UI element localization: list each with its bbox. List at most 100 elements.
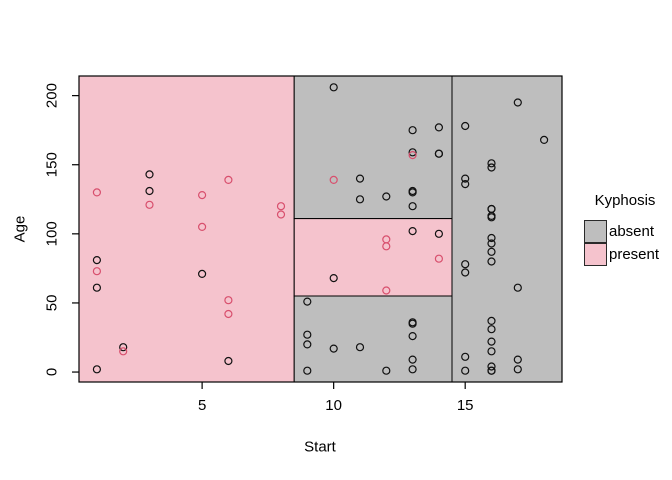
point-absent: [487, 337, 496, 346]
point-absent: [355, 174, 365, 183]
point-absent: [408, 202, 417, 211]
region-absent: [451, 75, 563, 383]
point-present: [92, 267, 102, 276]
point-absent: [92, 283, 102, 292]
point-present: [198, 191, 207, 200]
legend-label-absent: absent: [609, 223, 655, 240]
point-absent: [329, 274, 338, 283]
point-absent: [461, 180, 470, 189]
point-absent: [408, 186, 417, 196]
point-absent: [92, 256, 102, 265]
point-absent: [408, 227, 417, 236]
point-absent: [408, 355, 417, 364]
point-absent: [434, 149, 443, 158]
x-tick-label: 15: [457, 397, 474, 414]
point-absent: [487, 325, 496, 334]
x-tick-label: 10: [325, 397, 342, 414]
point-absent: [487, 204, 496, 214]
point-absent: [408, 126, 417, 135]
point-present: [224, 309, 233, 319]
y-tick-label: 200: [44, 83, 61, 108]
legend: Kyphosis absent present: [584, 192, 666, 266]
point-absent: [487, 213, 496, 222]
region-present: [78, 75, 295, 383]
point-absent: [303, 330, 312, 339]
x-tick-label: 5: [198, 397, 206, 414]
region-present: [293, 218, 453, 297]
point-absent: [513, 355, 522, 364]
y-axis-label: Age: [11, 215, 29, 243]
point-absent: [382, 366, 391, 375]
point-absent: [487, 366, 496, 375]
point-present: [408, 151, 417, 160]
point-absent: [487, 347, 496, 356]
point-present: [198, 222, 207, 231]
point-absent: [434, 123, 443, 132]
point-present: [92, 188, 102, 197]
point-absent: [513, 365, 522, 374]
point-absent: [329, 344, 338, 353]
legend-entry-absent: absent: [584, 220, 666, 243]
point-absent: [224, 356, 233, 366]
point-absent: [461, 268, 470, 277]
region-absent: [293, 295, 453, 383]
point-absent: [355, 343, 365, 352]
legend-swatch-absent: [584, 220, 607, 243]
point-absent: [408, 148, 417, 157]
point-absent: [145, 170, 154, 179]
legend-entries: absent present: [584, 220, 666, 266]
point-absent: [145, 186, 154, 196]
plot-border: [78, 75, 563, 383]
y-tick-label: 0: [44, 368, 61, 376]
point-absent: [461, 366, 470, 375]
point-absent: [329, 83, 338, 92]
point-absent: [513, 283, 522, 292]
point-present: [434, 254, 443, 263]
point-absent: [461, 260, 470, 269]
point-absent: [119, 343, 128, 352]
point-absent: [198, 269, 207, 278]
legend-title: Kyphosis: [594, 192, 656, 209]
y-tick-label: 50: [44, 295, 61, 312]
point-absent: [461, 121, 470, 131]
point-absent: [303, 366, 312, 375]
point-absent: [382, 192, 391, 201]
point-absent: [408, 318, 417, 327]
point-absent: [461, 174, 470, 183]
point-present: [224, 175, 233, 184]
point-present: [224, 296, 233, 305]
y-tick-label: 150: [44, 152, 61, 177]
point-absent: [92, 365, 102, 374]
x-axis-label: Start: [304, 438, 336, 456]
point-absent: [434, 229, 443, 238]
point-absent: [539, 135, 549, 144]
point-absent: [303, 297, 312, 306]
point-absent: [487, 233, 496, 243]
legend-label-present: present: [609, 246, 660, 263]
point-absent: [487, 239, 496, 248]
region-absent: [293, 75, 453, 220]
y-tick-label: 100: [44, 221, 61, 246]
legend-swatch-present: [584, 243, 607, 266]
point-absent: [461, 352, 470, 361]
point-absent: [408, 365, 417, 374]
point-absent: [487, 247, 496, 256]
point-present: [382, 242, 391, 251]
point-absent: [408, 332, 417, 341]
point-absent: [487, 163, 496, 172]
point-absent: [487, 257, 496, 266]
point-absent: [303, 340, 312, 349]
point-absent: [487, 362, 496, 371]
point-absent: [513, 98, 522, 107]
point-present: [382, 286, 391, 295]
point-absent: [355, 195, 365, 204]
point-present: [276, 210, 286, 219]
point-present: [329, 175, 338, 184]
point-present: [276, 202, 286, 211]
legend-entry-present: present: [584, 243, 666, 266]
point-present: [119, 347, 128, 356]
point-absent: [487, 316, 496, 325]
point-present: [145, 200, 154, 209]
